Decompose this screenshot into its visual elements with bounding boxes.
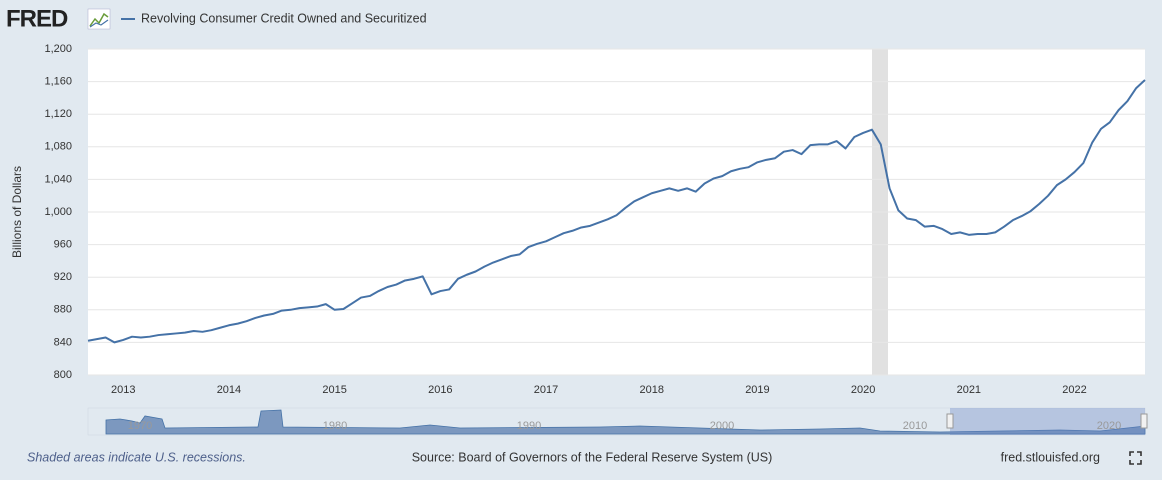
- recession-note: Shaded areas indicate U.S. recessions.: [27, 450, 246, 464]
- x-tick-label: 2017: [534, 384, 558, 396]
- x-tick-label: 2016: [428, 384, 452, 396]
- x-tick-label: 2020: [851, 384, 875, 396]
- y-tick-label: 960: [54, 239, 72, 251]
- navigator-label: 1990: [517, 420, 541, 432]
- navigator-selection[interactable]: [950, 408, 1145, 435]
- y-tick-label: 800: [54, 369, 72, 381]
- y-tick-label: 920: [54, 271, 72, 283]
- y-axis-title: Billions of Dollars: [10, 166, 24, 258]
- navigator-label: 2020: [1097, 420, 1121, 432]
- x-tick-label: 2015: [322, 384, 346, 396]
- y-tick-label: 840: [54, 336, 72, 348]
- y-tick-label: 1,040: [44, 173, 72, 185]
- navigator-series: [105, 409, 1146, 435]
- y-tick-label: 1,160: [44, 76, 72, 88]
- grid: [88, 48, 1145, 376]
- navigator-label: 1970: [128, 420, 152, 432]
- y-tick-label: 1,120: [44, 108, 72, 120]
- logo: FRED: [6, 5, 68, 32]
- series-line: [87, 79, 1146, 344]
- x-tick-label: 2019: [745, 384, 769, 396]
- x-tick-label: 2013: [111, 384, 135, 396]
- navigator-label: 2010: [903, 420, 927, 432]
- plot: [87, 79, 1146, 344]
- fullscreen-button[interactable]: [1129, 451, 1142, 465]
- navigator-label: 2000: [710, 420, 734, 432]
- navigator-label: 1980: [323, 420, 347, 432]
- legend-label: Revolving Consumer Credit Owned and Secu…: [141, 11, 427, 25]
- navigator-handle-right[interactable]: [1140, 413, 1148, 429]
- x-tick-label: 2021: [957, 384, 981, 396]
- y-tick-label: 1,000: [44, 206, 72, 218]
- y-tick-label: 1,080: [44, 141, 72, 153]
- x-tick-label: 2018: [639, 384, 663, 396]
- x-tick-label: 2014: [217, 384, 241, 396]
- navigator: [87, 407, 1148, 436]
- navigator-handle-left[interactable]: [946, 413, 954, 429]
- y-tick-label: 1,200: [44, 43, 72, 55]
- site-link[interactable]: fred.stlouisfed.org: [1001, 450, 1100, 464]
- logo-icon: [87, 8, 111, 30]
- y-tick-label: 880: [54, 304, 72, 316]
- navigator-labels: 1970 1980 1990 2000 2010 2020: [128, 420, 1121, 432]
- x-tick-label: 2022: [1062, 384, 1086, 396]
- source: Source: Board of Governors of the Federa…: [412, 450, 773, 464]
